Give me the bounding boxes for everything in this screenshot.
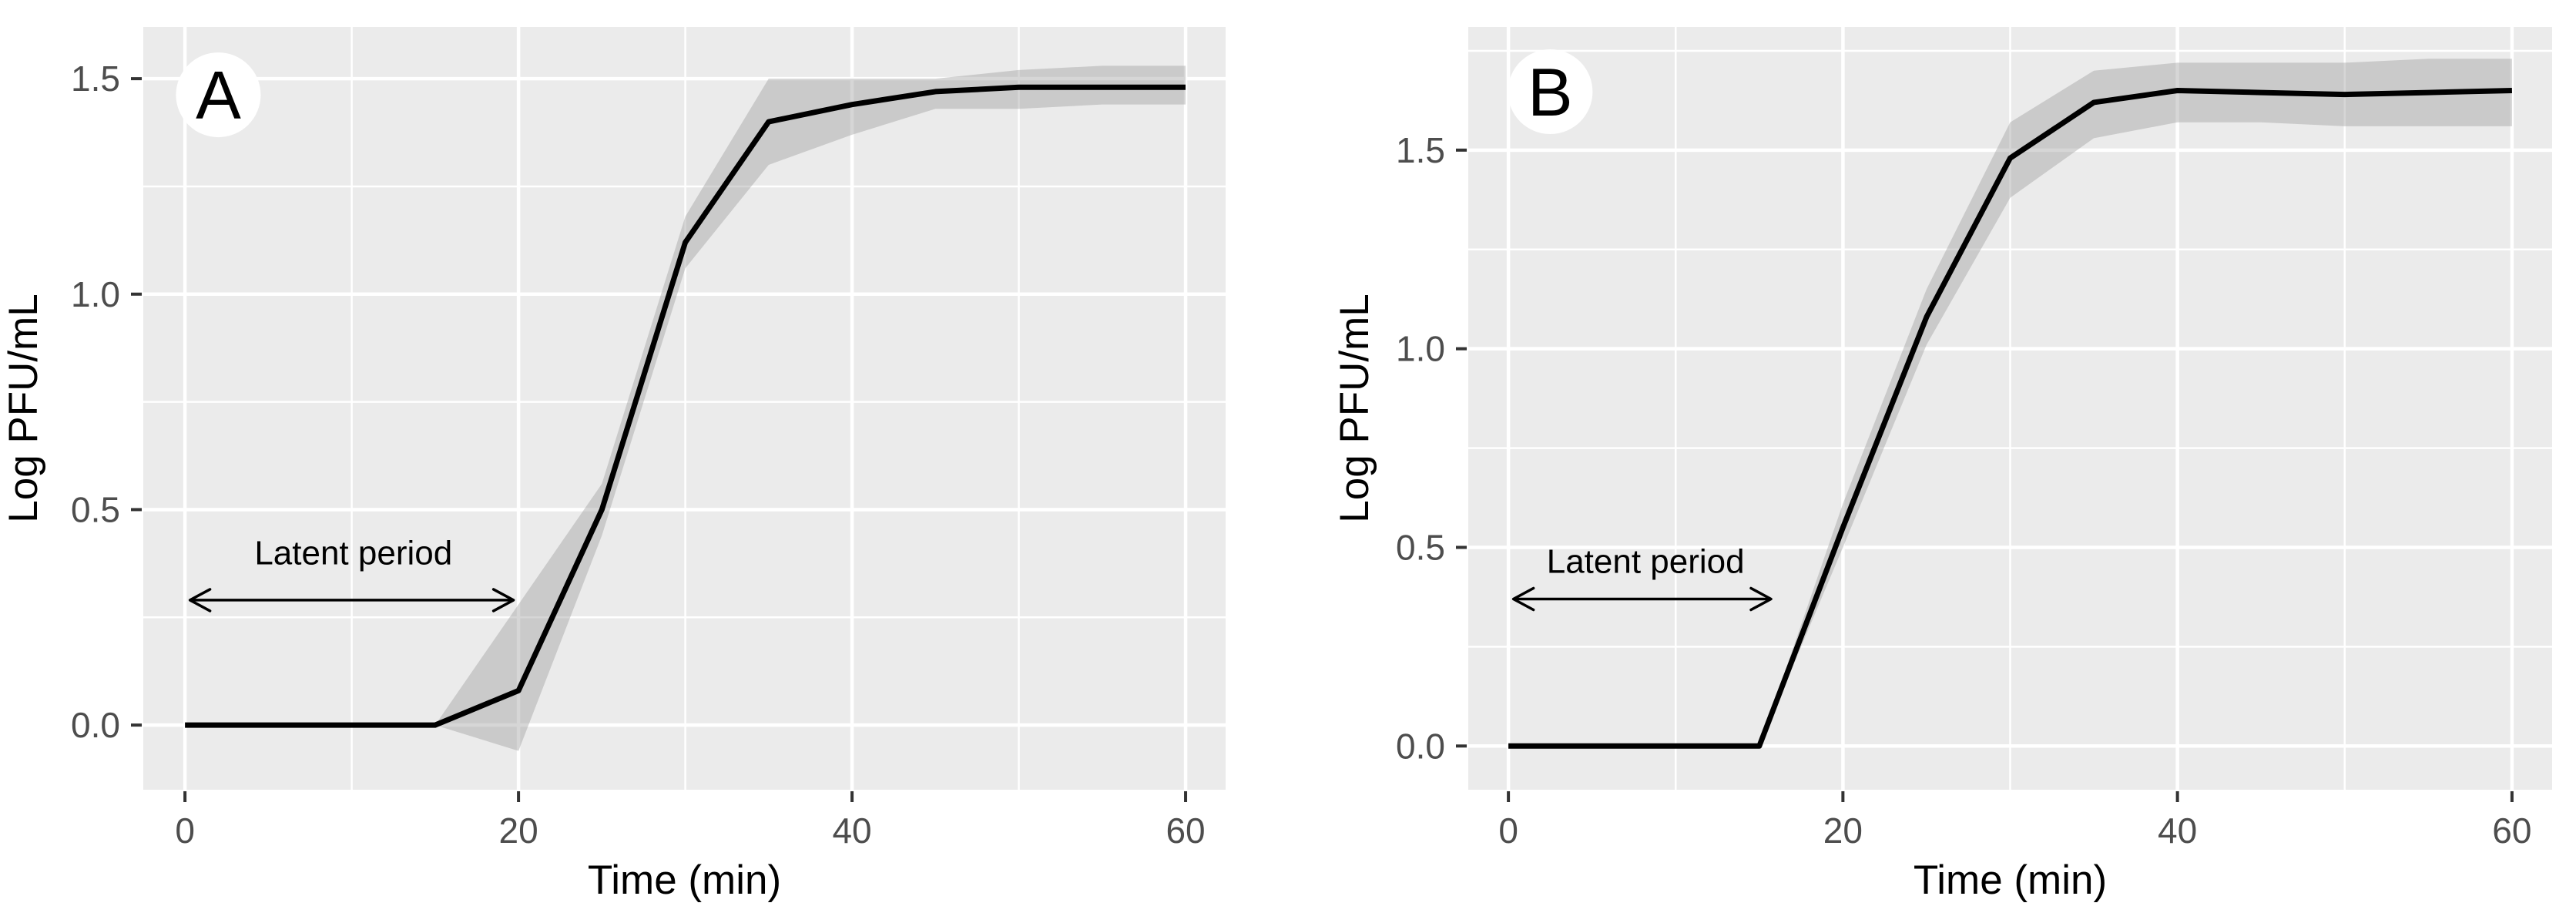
x-axis-tick-label: 0	[175, 811, 195, 851]
arrow-head-icon	[1511, 586, 1535, 612]
y-axis-title: Log PFU/mL	[1, 294, 46, 523]
x-axis-tick-label: 40	[832, 811, 871, 851]
confidence-ribbon	[1508, 59, 2512, 747]
y-axis-tick-label: 1.5	[71, 59, 120, 99]
y-axis-title: Log PFU/mL	[1332, 294, 1377, 523]
arrow-head-icon	[188, 588, 212, 613]
arrow-head-icon	[1749, 586, 1773, 612]
y-axis-tick-label: 0.5	[71, 489, 120, 529]
panel-label: B	[1528, 54, 1573, 130]
growth-curve-line	[1508, 88, 2512, 749]
x-axis-tick-label: 60	[2492, 811, 2531, 851]
x-axis-title: Time (min)	[588, 858, 781, 903]
x-axis-tick-label: 0	[1498, 811, 1518, 851]
y-axis-tick-label: 0.0	[71, 705, 120, 745]
y-axis-tick-label: 1.0	[71, 274, 120, 314]
x-axis-title: Time (min)	[1914, 858, 2107, 903]
panel-a: Latent period A 0 20 40 60 0.0 0.5 1.0 1.5 Time (m…	[1, 27, 1226, 903]
panel-label-badge	[1508, 49, 1593, 135]
x-axis-tick-label: 20	[1823, 811, 1863, 851]
y-axis-tick-label: 1.0	[1396, 329, 1445, 369]
panel-b: Latent period B 0 20 40 60 0.0 0.5 1.0 1.5 Time (m…	[1332, 27, 2552, 903]
panel-label: A	[196, 57, 241, 133]
y-axis-tick-label: 0.0	[1396, 726, 1445, 766]
x-axis-tick-label: 60	[1166, 811, 1205, 851]
latent-period-label: Latent period	[254, 534, 452, 572]
y-axis-tick-label: 1.5	[1396, 130, 1445, 170]
latent-period-label: Latent period	[1547, 543, 1745, 581]
arrow-head-icon	[491, 588, 515, 613]
x-axis-tick-label: 40	[2158, 811, 2197, 851]
x-axis-tick-label: 20	[499, 811, 538, 851]
growth-curve-line	[185, 84, 1186, 728]
panel-label-badge	[176, 52, 261, 138]
y-axis-tick-label: 0.5	[1396, 527, 1445, 567]
